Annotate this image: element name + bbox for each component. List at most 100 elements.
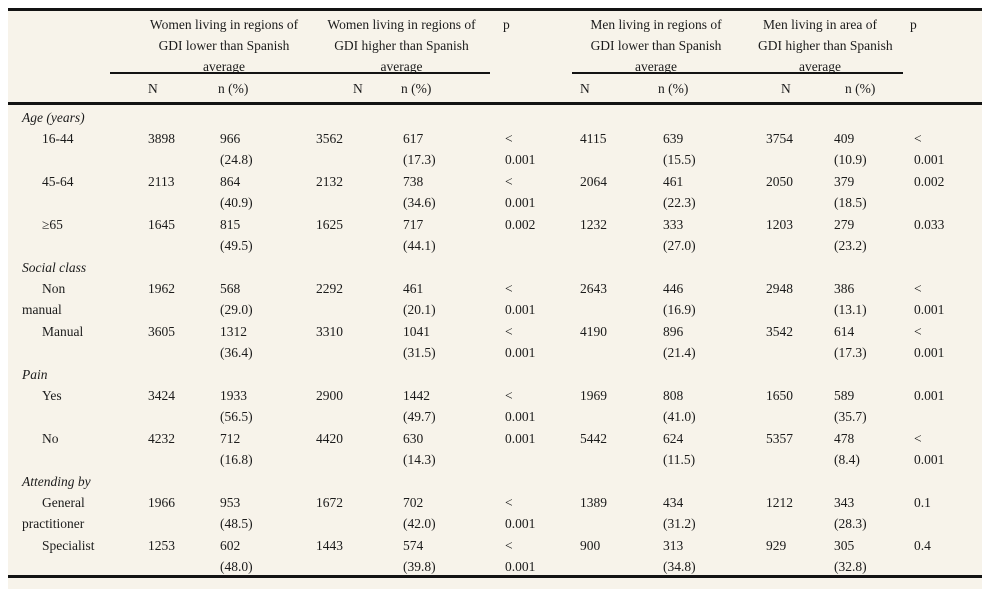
subheader-npct-women-higher: n (%) [395,77,495,105]
cell-women-higher-N: 2900 [316,388,343,403]
cell-women-higher-N: 3310 [316,324,343,339]
table-body: Age (years) 16-44 3898 966 (24.8) 3562 617 (1… [8,104,982,579]
cell-p-men: < 0.001 [914,131,945,167]
section-row-age: Age (years) [8,104,982,129]
cell-men-higher-n-pct: 379 (18.5) [834,174,867,210]
header-group-men-lower: Men living in regions of GDI lower than … [590,17,722,74]
cell-p-women: < 0.001 [505,281,536,317]
subheader-npct-men-higher: n (%) [826,77,905,105]
cell-men-lower-N: 4190 [580,324,607,339]
subheader-npct-women-lower: n (%) [212,77,308,105]
cell-p-men: 0.001 [914,388,945,403]
cell-men-higher-N: 3754 [766,131,793,146]
header-group-women-higher: Women living in regions of GDI higher th… [327,17,476,74]
cell-men-lower-N: 4115 [580,131,607,146]
cell-men-higher-n-pct: 386 (13.1) [834,281,867,317]
row-label: No [42,431,59,446]
cell-women-higher-N: 2292 [316,281,343,296]
row-label: Manual [42,324,84,339]
cell-men-lower-n-pct: 808 (41.0) [663,388,696,424]
cell-p-women: < 0.001 [505,538,536,574]
cell-women-higher-N: 2132 [316,174,343,189]
table-row: 16-44 3898 966 (24.8) 3562 617 (17.3) < 0.001… [8,128,982,171]
row-label: General practitioner [22,495,85,531]
table-row: No 4232 712 (16.8) 4420 630 (14.3) 0.001 5442 6… [8,428,982,471]
table-row: ≥65 1645 815 (49.5) 1625 717 (44.1) 0.002 1232… [8,214,982,257]
cell-men-lower-n-pct: 624 (11.5) [663,431,696,467]
cell-men-higher-n-pct: 279 (23.2) [834,217,867,253]
cell-women-lower-n-pct: 712 (16.8) [220,431,253,467]
row-label: ≥65 [42,217,63,232]
cell-women-higher-n-pct: 574 (39.8) [403,538,436,574]
cell-women-higher-n-pct: 617 (17.3) [403,131,436,167]
cell-men-higher-n-pct: 589 (35.7) [834,388,867,424]
row-label: Yes [42,388,62,403]
header-p-women: p [503,17,510,32]
header-group-women-lower: Women living in regions of GDI lower tha… [149,17,299,74]
table-bottom-rule [8,575,982,578]
cell-women-higher-N: 1625 [316,217,343,232]
cell-women-higher-N: 3562 [316,131,343,146]
cell-women-lower-N: 3898 [148,131,175,146]
header-group-men-higher: Men living in area of GDI higher than Sp… [758,17,893,74]
cell-women-lower-N: 2113 [148,174,175,189]
cell-women-lower-n-pct: 953 (48.5) [220,495,253,531]
cell-men-higher-n-pct: 478 (8.4) [834,431,860,467]
cell-p-women: < 0.001 [505,174,536,210]
cell-men-higher-N: 929 [766,538,787,553]
cell-men-higher-N: 1212 [766,495,793,510]
subheader-N-women-higher: N [308,77,395,105]
cell-women-higher-n-pct: 1041 (31.5) [403,324,436,360]
cell-men-higher-N: 1203 [766,217,793,232]
subheader-npct-men-lower: n (%) [655,77,758,105]
cell-women-higher-N: 1443 [316,538,343,553]
subheader-empty-p-men [904,77,983,105]
section-row-pain: Pain [8,364,982,385]
cell-women-higher-n-pct: 461 (20.1) [403,281,436,317]
cell-women-higher-n-pct: 630 (14.3) [403,431,436,467]
corner-empty-cell [8,11,140,77]
cell-women-lower-n-pct: 966 (24.8) [220,131,253,167]
cell-men-higher-N: 3542 [766,324,793,339]
cell-women-lower-n-pct: 1312 (36.4) [220,324,253,360]
table-row: General practitioner 1966 953 (48.5) 1672 70… [8,492,982,535]
men-header-underline [572,72,903,74]
cell-men-higher-n-pct: 305 (32.8) [834,538,867,574]
table-row: Yes 3424 1933 (56.5) 2900 1442 (49.7) < 0.001… [8,385,982,428]
subheader-N-men-higher: N [758,77,826,105]
table-header: Women living in regions of GDI lower tha… [8,11,983,105]
cell-men-higher-N: 2948 [766,281,793,296]
cell-p-men: 0.033 [914,217,945,232]
cell-men-lower-n-pct: 446 (16.9) [663,281,696,317]
cell-p-men: 0.4 [914,538,931,553]
header-p-men: p [910,17,917,32]
cell-men-lower-n-pct: 434 (31.2) [663,495,696,531]
cell-women-higher-N: 4420 [316,431,343,446]
cell-women-higher-n-pct: 1442 (49.7) [403,388,436,424]
cell-women-lower-N: 3605 [148,324,175,339]
cell-p-men: < 0.001 [914,281,945,317]
cell-p-women: < 0.001 [505,324,536,360]
cell-women-higher-n-pct: 717 (44.1) [403,217,436,253]
cell-women-lower-n-pct: 864 (40.9) [220,174,253,210]
cell-women-lower-N: 3424 [148,388,175,403]
cell-p-men: < 0.001 [914,324,945,360]
cell-men-lower-N: 5442 [580,431,607,446]
cell-men-lower-n-pct: 313 (34.8) [663,538,696,574]
group-header-row: Women living in regions of GDI lower tha… [8,11,982,77]
cell-men-lower-N: 1969 [580,388,607,403]
table-sheet: Women living in regions of GDI lower tha… [8,8,983,589]
cell-men-lower-N: 1232 [580,217,607,232]
subheader-N-women-lower: N [140,77,212,105]
cell-men-lower-n-pct: 461 (22.3) [663,174,696,210]
cell-women-lower-n-pct: 815 (49.5) [220,217,253,253]
cell-men-lower-N: 2643 [580,281,607,296]
cell-women-higher-n-pct: 738 (34.6) [403,174,436,210]
cell-women-lower-n-pct: 568 (29.0) [220,281,253,317]
cell-women-lower-n-pct: 602 (48.0) [220,538,253,574]
table-row: Specialist 1253 602 (48.0) 1443 574 (39.8) < … [8,535,982,578]
row-label: Non manual [22,281,66,317]
section-title: Attending by [22,474,91,489]
cell-p-women: < 0.001 [505,495,536,531]
